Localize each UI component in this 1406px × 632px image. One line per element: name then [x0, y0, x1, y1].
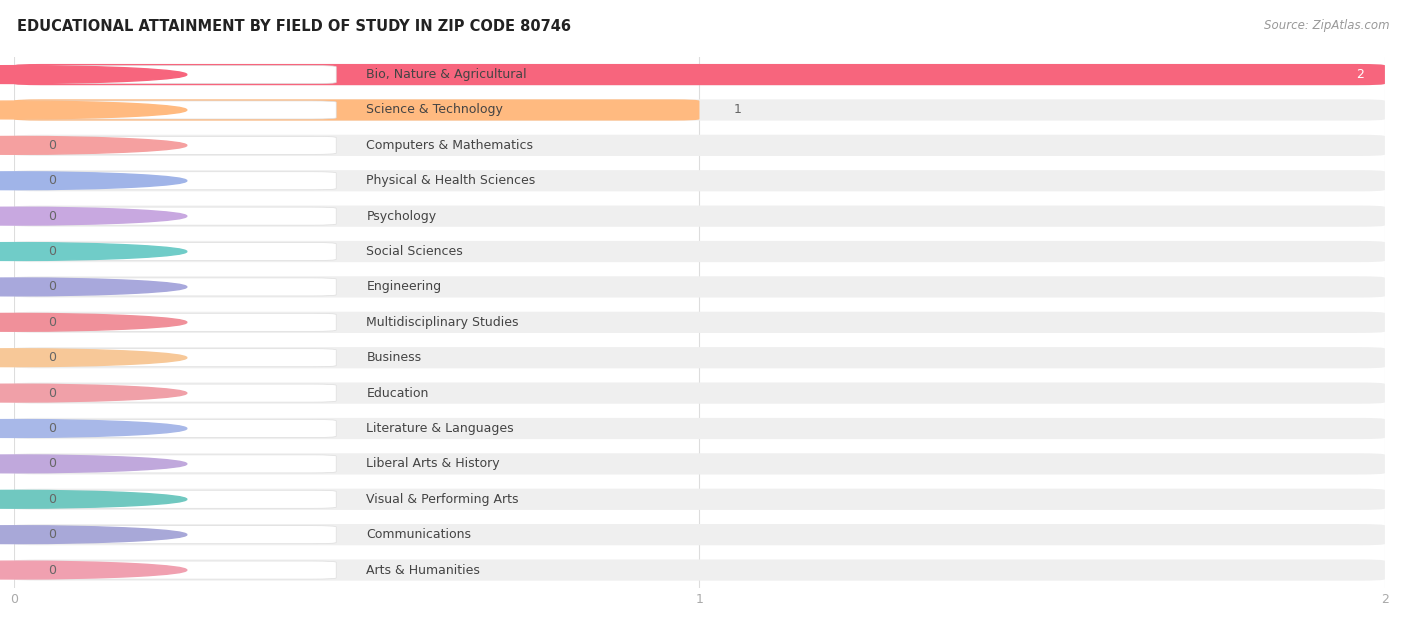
Circle shape — [0, 243, 187, 260]
FancyBboxPatch shape — [14, 524, 1385, 545]
Text: 0: 0 — [48, 281, 56, 293]
Text: Physical & Health Sciences: Physical & Health Sciences — [367, 174, 536, 187]
Text: Visual & Performing Arts: Visual & Performing Arts — [367, 493, 519, 506]
Text: Arts & Humanities: Arts & Humanities — [367, 564, 481, 576]
Text: Education: Education — [367, 387, 429, 399]
Circle shape — [0, 137, 187, 154]
FancyBboxPatch shape — [14, 99, 1385, 121]
Text: 0: 0 — [48, 351, 56, 364]
FancyBboxPatch shape — [14, 64, 1385, 85]
FancyBboxPatch shape — [14, 66, 336, 83]
FancyBboxPatch shape — [14, 170, 1385, 191]
Text: EDUCATIONAL ATTAINMENT BY FIELD OF STUDY IN ZIP CODE 80746: EDUCATIONAL ATTAINMENT BY FIELD OF STUDY… — [17, 19, 571, 34]
Circle shape — [0, 490, 187, 508]
Circle shape — [0, 172, 187, 190]
FancyBboxPatch shape — [14, 313, 336, 331]
FancyBboxPatch shape — [14, 312, 1385, 333]
Circle shape — [0, 207, 187, 225]
Circle shape — [0, 384, 187, 402]
Text: Literature & Languages: Literature & Languages — [367, 422, 515, 435]
Text: 0: 0 — [48, 210, 56, 222]
FancyBboxPatch shape — [14, 384, 336, 402]
Text: Computers & Mathematics: Computers & Mathematics — [367, 139, 533, 152]
Text: Engineering: Engineering — [367, 281, 441, 293]
Circle shape — [0, 313, 187, 331]
Text: Science & Technology: Science & Technology — [367, 104, 503, 116]
Circle shape — [0, 561, 187, 579]
FancyBboxPatch shape — [14, 489, 1385, 510]
FancyBboxPatch shape — [14, 137, 336, 154]
FancyBboxPatch shape — [14, 420, 336, 437]
Circle shape — [0, 526, 187, 544]
FancyBboxPatch shape — [14, 526, 336, 544]
Text: Multidisciplinary Studies: Multidisciplinary Studies — [367, 316, 519, 329]
FancyBboxPatch shape — [14, 276, 1385, 298]
Text: 0: 0 — [48, 564, 56, 576]
FancyBboxPatch shape — [14, 172, 336, 190]
FancyBboxPatch shape — [14, 135, 1385, 156]
Text: 0: 0 — [48, 528, 56, 541]
Circle shape — [0, 420, 187, 437]
FancyBboxPatch shape — [14, 243, 336, 260]
Text: Liberal Arts & History: Liberal Arts & History — [367, 458, 501, 470]
Text: Business: Business — [367, 351, 422, 364]
Circle shape — [0, 455, 187, 473]
FancyBboxPatch shape — [14, 64, 1385, 85]
Text: 0: 0 — [48, 422, 56, 435]
Text: 0: 0 — [48, 316, 56, 329]
FancyBboxPatch shape — [14, 453, 1385, 475]
Text: 0: 0 — [48, 458, 56, 470]
Text: 1: 1 — [734, 104, 741, 116]
Text: 2: 2 — [1357, 68, 1364, 81]
FancyBboxPatch shape — [14, 349, 336, 367]
FancyBboxPatch shape — [14, 347, 1385, 368]
Text: 0: 0 — [48, 493, 56, 506]
FancyBboxPatch shape — [14, 559, 1385, 581]
Text: Social Sciences: Social Sciences — [367, 245, 463, 258]
Circle shape — [0, 66, 187, 83]
FancyBboxPatch shape — [14, 101, 336, 119]
Text: Communications: Communications — [367, 528, 471, 541]
Text: 0: 0 — [48, 174, 56, 187]
Circle shape — [0, 349, 187, 367]
FancyBboxPatch shape — [14, 207, 336, 225]
Text: 0: 0 — [48, 245, 56, 258]
Circle shape — [0, 101, 187, 119]
FancyBboxPatch shape — [14, 205, 1385, 227]
FancyBboxPatch shape — [14, 241, 1385, 262]
FancyBboxPatch shape — [14, 490, 336, 508]
FancyBboxPatch shape — [14, 382, 1385, 404]
Text: 0: 0 — [48, 139, 56, 152]
FancyBboxPatch shape — [14, 561, 336, 579]
FancyBboxPatch shape — [14, 278, 336, 296]
FancyBboxPatch shape — [14, 99, 700, 121]
FancyBboxPatch shape — [14, 418, 1385, 439]
Text: 0: 0 — [48, 387, 56, 399]
Circle shape — [0, 278, 187, 296]
Text: Psychology: Psychology — [367, 210, 436, 222]
FancyBboxPatch shape — [14, 455, 336, 473]
Text: Bio, Nature & Agricultural: Bio, Nature & Agricultural — [367, 68, 527, 81]
Text: Source: ZipAtlas.com: Source: ZipAtlas.com — [1264, 19, 1389, 32]
